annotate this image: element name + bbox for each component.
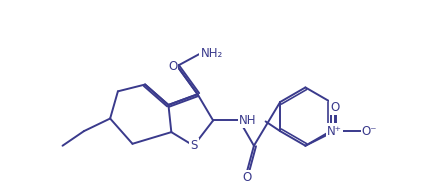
Text: S: S [190,139,197,152]
Text: O: O [168,60,177,73]
Text: NH: NH [239,114,257,127]
Text: O: O [330,101,339,114]
Text: N⁺: N⁺ [327,125,342,138]
Text: O⁻: O⁻ [362,125,377,138]
Text: O: O [243,171,252,184]
Text: NH₂: NH₂ [201,47,223,60]
